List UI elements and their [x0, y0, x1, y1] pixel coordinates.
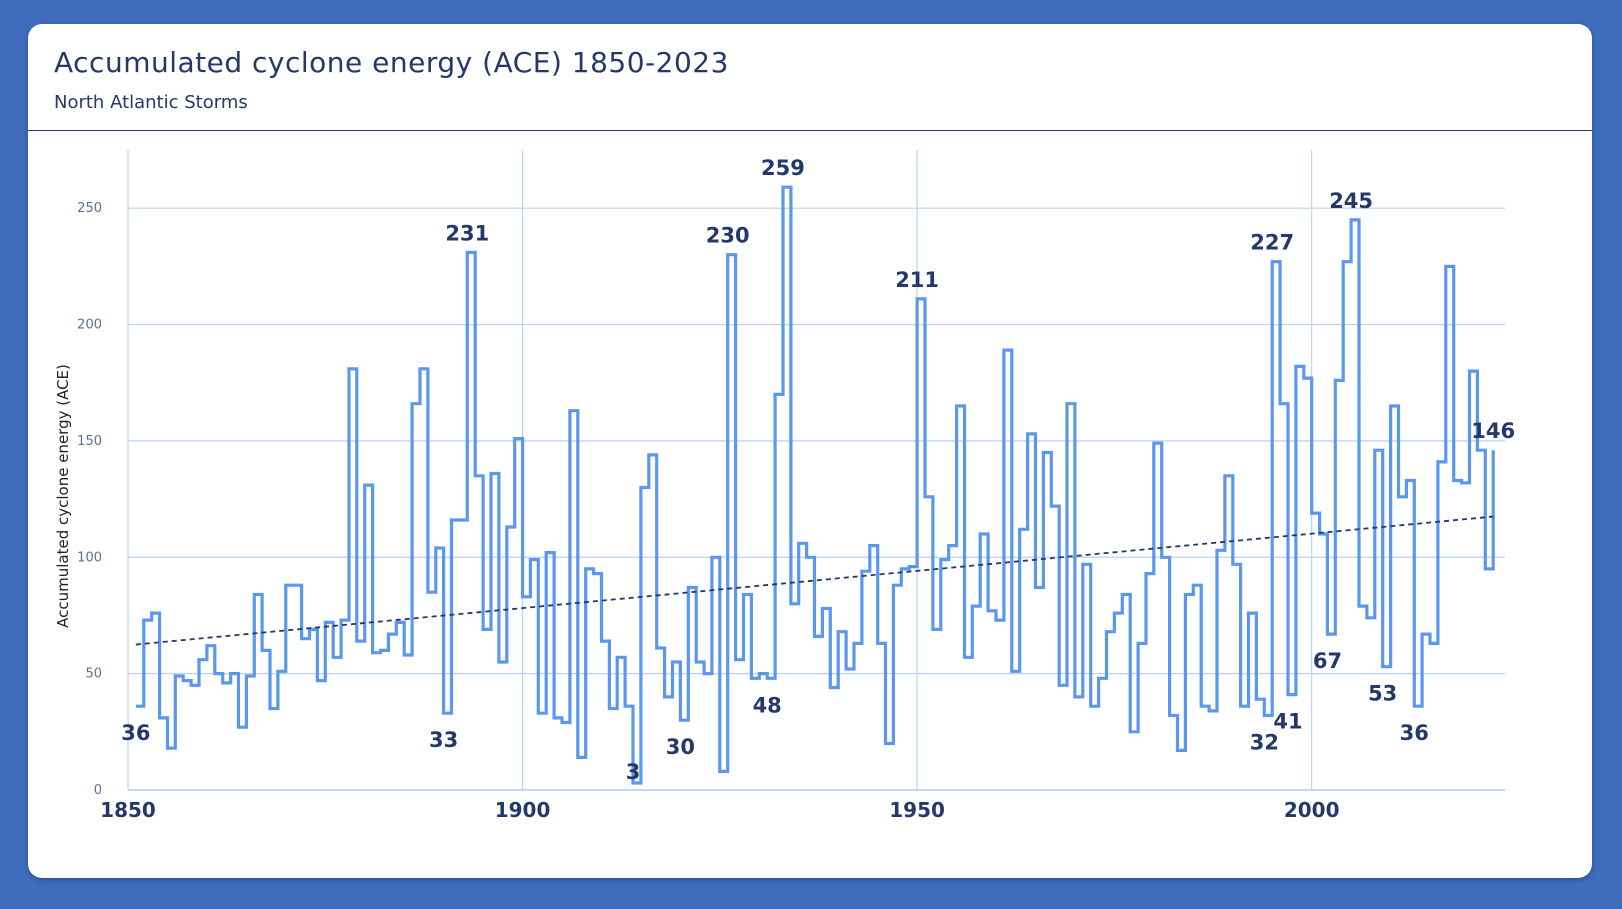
x-tick-label: 1850 — [100, 798, 156, 822]
data-label-1893: 231 — [445, 221, 489, 245]
series-layer — [135, 185, 1495, 785]
chart-card: Accumulated cyclone energy (ACE) 1850-20… — [28, 24, 1592, 878]
y-tick-label: 150 — [77, 434, 102, 449]
y-tick-label: 250 — [77, 201, 102, 216]
x-tick-label: 1900 — [495, 798, 551, 822]
data-label-1851: 36 — [121, 721, 150, 745]
data-label-2005: 245 — [1329, 189, 1373, 213]
chart-title: Accumulated cyclone energy (ACE) 1850-20… — [54, 46, 729, 79]
y-tick-label: 100 — [77, 550, 102, 565]
data-label-1914: 3 — [626, 760, 641, 784]
data-label-2009: 53 — [1368, 682, 1397, 706]
trend-layer — [135, 515, 1494, 646]
data-label-1926: 230 — [706, 224, 750, 248]
chart-subtitle: North Atlantic Storms — [54, 92, 248, 113]
data-label-2002: 67 — [1313, 649, 1342, 673]
data-label-1890: 33 — [429, 728, 458, 752]
x-tick-label: 1950 — [889, 798, 945, 822]
x-tick-label: 2000 — [1284, 798, 1340, 822]
y-tick-label: 0 — [94, 783, 102, 798]
data-label-1931: 48 — [753, 693, 782, 717]
y-tick-label: 50 — [85, 667, 102, 682]
data-label-2013: 36 — [1400, 721, 1429, 745]
ace-chart: 0 50 100 150 200 250 1850 1900 1950 2000 Accumula… — [54, 150, 1515, 822]
data-label-1920: 30 — [666, 735, 695, 759]
y-axis-label: Accumulated cyclone energy (ACE) — [54, 364, 72, 628]
data-label-1994: 32 — [1250, 731, 1279, 755]
axis-ticks: 0 50 100 150 200 250 1850 1900 1950 2000 — [77, 201, 1339, 822]
y-tick-label: 200 — [77, 318, 102, 333]
data-label-2023: 146 — [1471, 419, 1515, 443]
data-label-1995: 227 — [1250, 231, 1294, 255]
data-label-1933: 259 — [761, 156, 805, 180]
chart-header: Accumulated cyclone energy (ACE) 1850-20… — [28, 24, 1592, 131]
data-label-1997: 41 — [1273, 710, 1302, 734]
data-label-1950: 211 — [895, 268, 939, 292]
ace-step-line — [135, 185, 1495, 785]
trend-line — [135, 515, 1494, 646]
grid-lines — [127, 150, 1505, 791]
